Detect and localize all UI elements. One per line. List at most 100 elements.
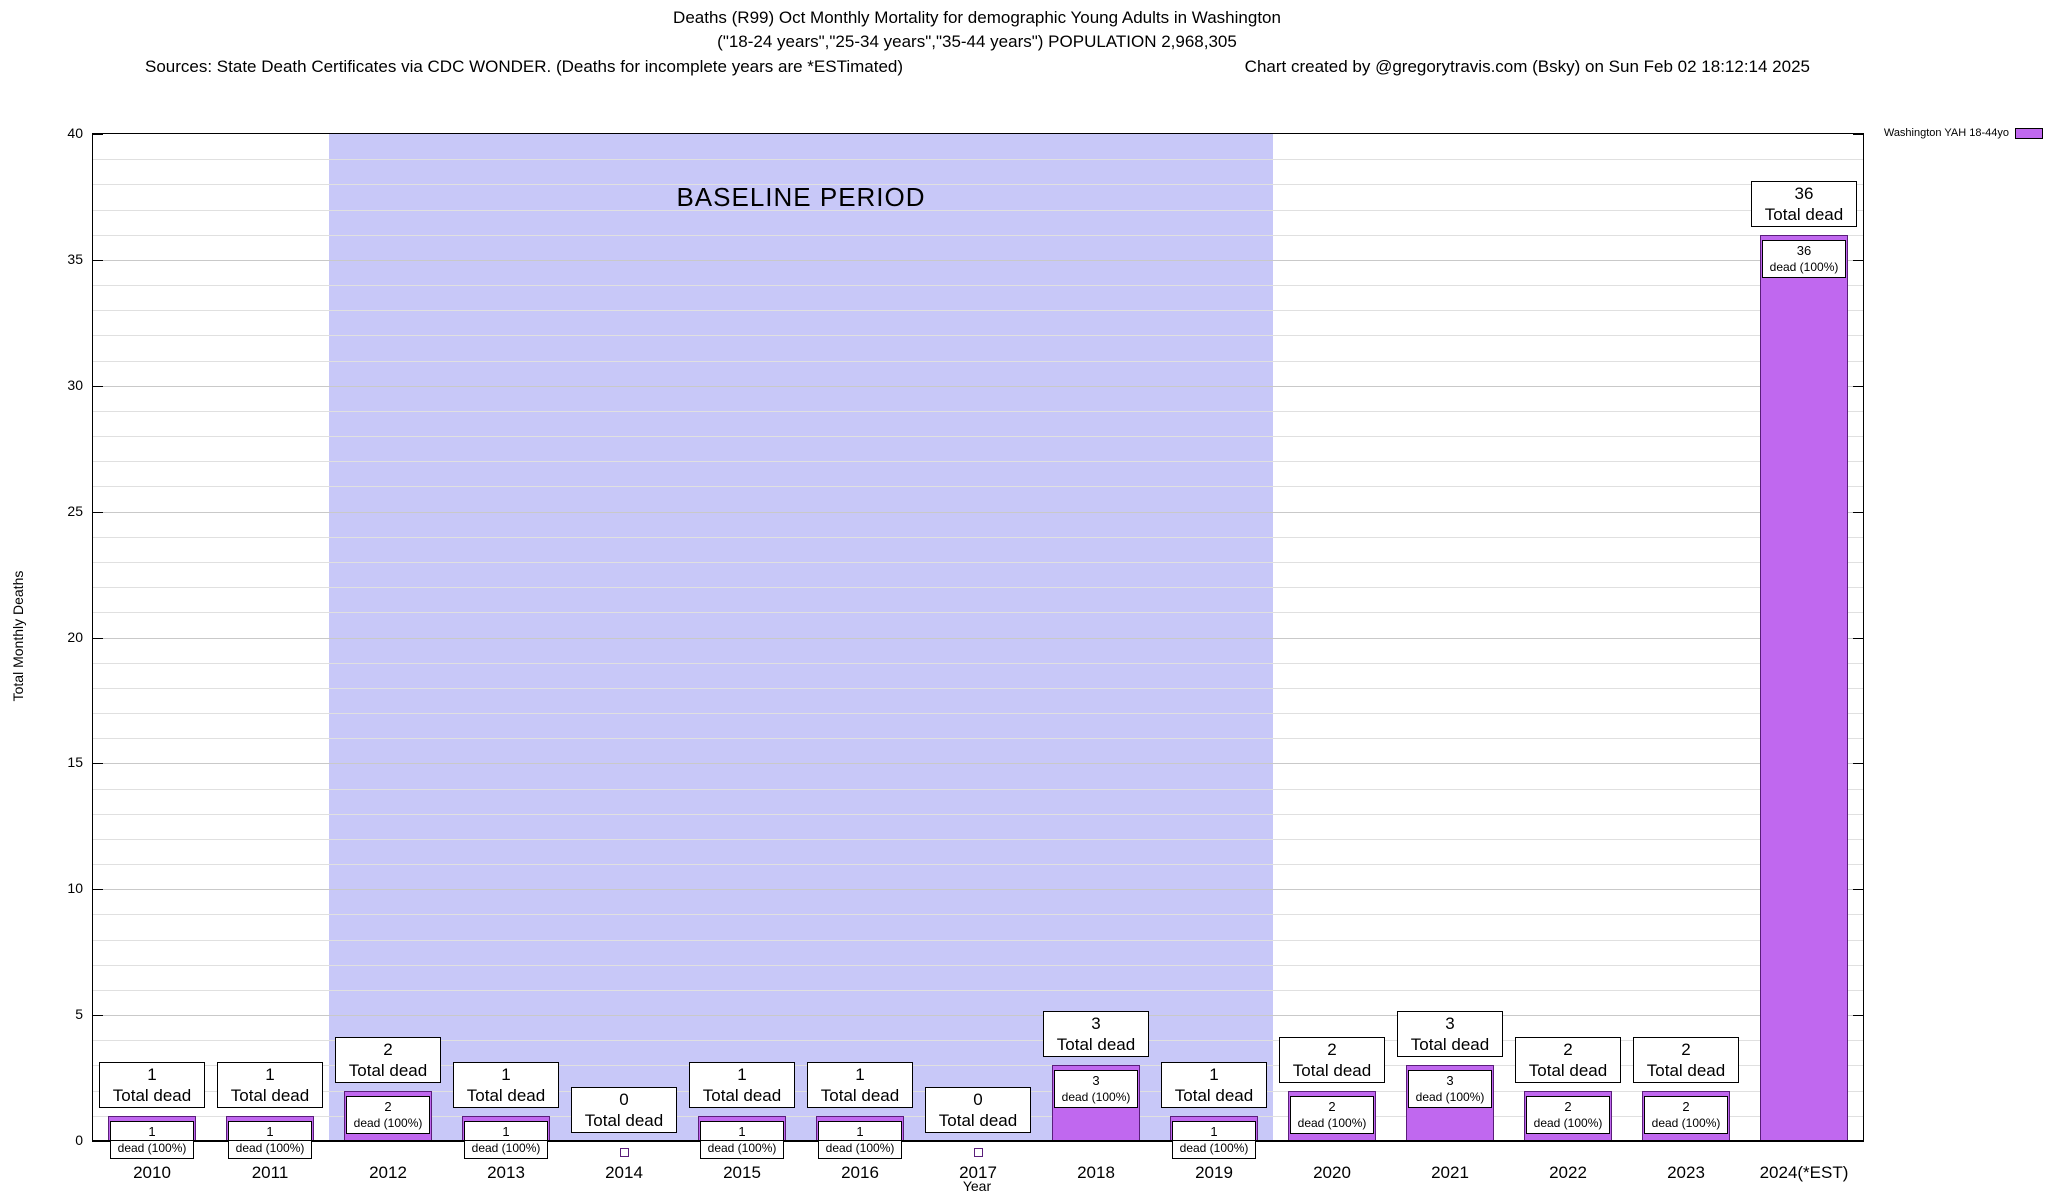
gridline bbox=[93, 335, 1863, 337]
gridline bbox=[93, 687, 1863, 689]
bar-total-value: 1 bbox=[265, 1064, 275, 1084]
bar-count-box: 1 dead (100%) bbox=[700, 1120, 784, 1159]
baseline-period-label: BASELINE PERIOD bbox=[676, 182, 926, 212]
bar-total-label: Total dead bbox=[230, 1085, 310, 1105]
gridline bbox=[93, 612, 1863, 614]
y-axis-tick-mark bbox=[93, 259, 103, 261]
bar-total-label: Total dead bbox=[1292, 1060, 1372, 1080]
bar-count-box: 3 dead (100%) bbox=[1054, 1070, 1138, 1109]
bar-total-label: Total dead bbox=[938, 1111, 1018, 1130]
x-axis-tick-label: 2018 bbox=[1077, 1163, 1115, 1182]
y-axis-tick-mark bbox=[93, 763, 103, 765]
bar-total-box: 2 Total dead bbox=[335, 1036, 441, 1083]
y-axis-tick-mark bbox=[93, 511, 103, 513]
bar-total-value: 0 bbox=[619, 1090, 629, 1109]
bar-total-box: 1 Total dead bbox=[807, 1061, 913, 1108]
bar-total-value: 1 bbox=[1209, 1064, 1219, 1084]
gridline bbox=[93, 259, 1863, 261]
bar-count-value: 2 bbox=[1682, 1098, 1690, 1114]
y-axis-tick-label: 0 bbox=[75, 1132, 83, 1148]
gridline bbox=[93, 184, 1863, 186]
bar-total-label: Total dead bbox=[702, 1085, 782, 1105]
y-axis-tick-mark bbox=[93, 889, 103, 891]
y-axis-tick-label: 20 bbox=[67, 628, 83, 645]
y-axis-tick-mark bbox=[1853, 1015, 1863, 1017]
gridline bbox=[93, 1065, 1863, 1067]
y-axis-tick-mark bbox=[1853, 259, 1863, 261]
bar-count-box: 2 dead (100%) bbox=[1290, 1095, 1374, 1134]
bar-total-box: 1 Total dead bbox=[217, 1061, 323, 1108]
bar-total-value: 1 bbox=[501, 1064, 511, 1084]
bar-total-value: 2 bbox=[1327, 1039, 1337, 1059]
gridline bbox=[93, 637, 1863, 639]
bar-total-value: 2 bbox=[1563, 1039, 1573, 1059]
plot-area: BASELINE PERIOD 0 5 10 15 20 25 30 35 40 1 dead (1… bbox=[67, 125, 1864, 1182]
bar-total-label: Total dead bbox=[1410, 1035, 1490, 1055]
x-axis-title: Year bbox=[962, 1178, 992, 1194]
y-axis-tick-label: 5 bbox=[75, 1006, 83, 1023]
bar-count-pct: dead (100%) bbox=[1179, 1140, 1249, 1155]
bar-total-value: 1 bbox=[855, 1064, 865, 1084]
bar-total-box: 0 Total dead bbox=[925, 1087, 1031, 1133]
gridline bbox=[93, 536, 1863, 538]
bar-count-pct: dead (100%) bbox=[1297, 1115, 1367, 1130]
bar-total-box: 1 Total dead bbox=[1161, 1061, 1267, 1108]
chart-notes: Sources: State Death Certificates via CD… bbox=[145, 57, 1810, 77]
bar-total-box: 1 Total dead bbox=[99, 1061, 205, 1108]
bar-total-value: 2 bbox=[1681, 1039, 1691, 1059]
gridline bbox=[93, 914, 1863, 916]
x-axis-tick-label: 2014 bbox=[605, 1163, 643, 1182]
bar-total-box: 1 Total dead bbox=[689, 1061, 795, 1108]
bar-total-label: Total dead bbox=[1646, 1060, 1726, 1080]
gridline bbox=[93, 159, 1863, 161]
y-axis-tick-mark bbox=[93, 1141, 103, 1142]
bar-count-pct: dead (100%) bbox=[1533, 1115, 1603, 1130]
bar-total-box: 36 Total dead bbox=[1751, 180, 1857, 227]
bar-count-pct: dead (100%) bbox=[825, 1140, 895, 1155]
bar-count-pct: dead (100%) bbox=[471, 1140, 541, 1155]
bar-count-value: 1 bbox=[856, 1123, 864, 1139]
gridline bbox=[93, 989, 1863, 991]
bar-total-label: Total dead bbox=[1056, 1035, 1136, 1055]
bar-count-value: 2 bbox=[1564, 1098, 1572, 1114]
gridline bbox=[93, 410, 1863, 412]
bar-count-pct: dead (100%) bbox=[353, 1115, 423, 1130]
y-axis-tick-mark bbox=[1853, 134, 1863, 135]
zero-marker bbox=[974, 1148, 983, 1157]
bar-count-value: 2 bbox=[384, 1098, 392, 1114]
bar-total-box: 2 Total dead bbox=[1515, 1036, 1621, 1083]
bar-total-value: 0 bbox=[973, 1090, 983, 1109]
bar-total-value: 1 bbox=[147, 1064, 157, 1084]
y-axis-tick-mark bbox=[1853, 511, 1863, 513]
y-axis-tick-label: 40 bbox=[67, 125, 83, 141]
bar-count-box: 1 dead (100%) bbox=[228, 1120, 312, 1159]
bar-count-pct: dead (100%) bbox=[1061, 1090, 1131, 1105]
legend: Washington YAH 18-44yo bbox=[1884, 127, 2043, 139]
gridline bbox=[93, 738, 1863, 740]
bar-count-pct: dead (100%) bbox=[1415, 1090, 1485, 1105]
y-axis-tick-mark bbox=[93, 1015, 103, 1017]
gridline bbox=[93, 1040, 1863, 1042]
bar-total-label: Total dead bbox=[820, 1085, 900, 1105]
gridline bbox=[93, 1015, 1863, 1017]
bar-total-box: 0 Total dead bbox=[571, 1087, 677, 1133]
bar-count-box: 2 dead (100%) bbox=[1644, 1095, 1728, 1134]
gridline bbox=[93, 964, 1863, 966]
bar-count-value: 1 bbox=[148, 1123, 156, 1139]
gridline bbox=[93, 436, 1863, 438]
bar-count-box: 2 dead (100%) bbox=[346, 1095, 430, 1134]
x-axis-tick-label: 2011 bbox=[251, 1163, 289, 1182]
y-axis-tick-mark bbox=[1853, 385, 1863, 387]
bar-count-box: 1 dead (100%) bbox=[464, 1120, 548, 1159]
bar-total-value: 36 bbox=[1794, 183, 1814, 203]
y-axis-tick-mark bbox=[1853, 1141, 1863, 1142]
gridline bbox=[93, 864, 1863, 866]
gridline bbox=[93, 561, 1863, 563]
x-axis-tick-label: 2023 bbox=[1667, 1163, 1705, 1182]
x-axis-tick-label: 2017 bbox=[959, 1163, 997, 1182]
bar-count-pct: dead (100%) bbox=[1769, 259, 1839, 274]
chart-title: Deaths (R99) Oct Monthly Mortality for d… bbox=[673, 8, 1281, 27]
bar-total-value: 3 bbox=[1091, 1014, 1101, 1034]
bar-total-box: 2 Total dead bbox=[1633, 1036, 1739, 1083]
